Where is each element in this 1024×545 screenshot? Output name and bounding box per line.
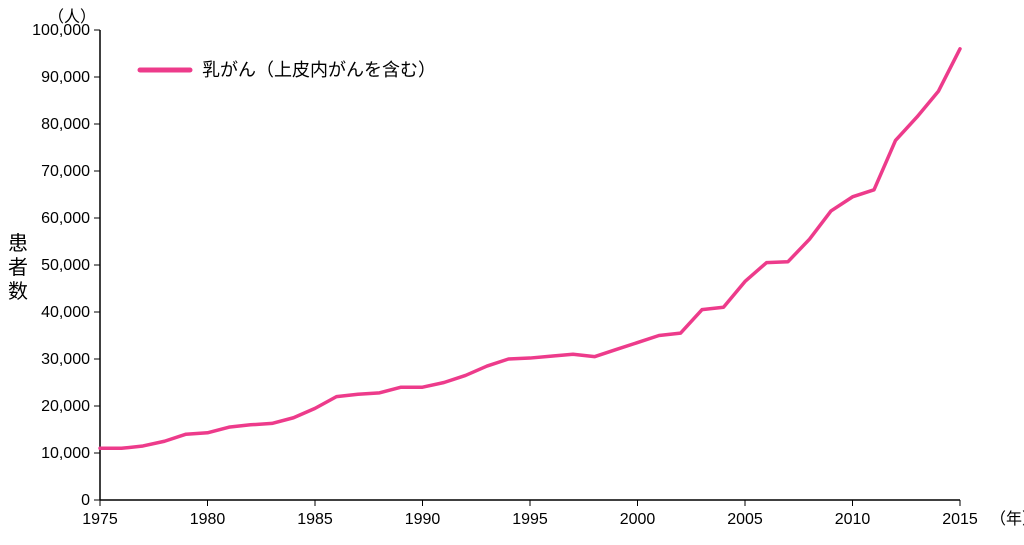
svg-text:数: 数 bbox=[8, 280, 28, 303]
x-tick-label: 1975 bbox=[82, 511, 118, 528]
y-tick-label: 0 bbox=[81, 492, 90, 509]
x-tick-label: 1985 bbox=[297, 511, 333, 528]
y-tick-label: 80,000 bbox=[41, 116, 90, 133]
y-axis-title: 患者数 bbox=[8, 232, 28, 303]
legend-label: 乳がん（上皮内がんを含む） bbox=[202, 60, 436, 80]
x-tick-label: 2010 bbox=[835, 511, 871, 528]
x-tick-label: 1990 bbox=[405, 511, 441, 528]
x-tick-label: 2005 bbox=[727, 511, 763, 528]
x-tick-label: 1980 bbox=[190, 511, 226, 528]
x-unit-label: （年） bbox=[990, 510, 1024, 528]
y-tick-label: 60,000 bbox=[41, 210, 90, 227]
y-unit-label: （人） bbox=[48, 8, 96, 26]
svg-text:患: 患 bbox=[8, 232, 28, 255]
chart-container: 0 10,000 20,000 30,000 40,000 50,000 60,000 70,… bbox=[0, 0, 1024, 545]
x-tick-label: 2000 bbox=[620, 511, 656, 528]
y-tick-label: 20,000 bbox=[41, 398, 90, 415]
y-tick-label: 10,000 bbox=[41, 445, 90, 462]
svg-text:者: 者 bbox=[8, 256, 28, 279]
y-tick-label: 40,000 bbox=[41, 304, 90, 321]
chart-svg: 0 10,000 20,000 30,000 40,000 50,000 60,000 70,… bbox=[0, 0, 1024, 545]
y-tick-label: 90,000 bbox=[41, 69, 90, 86]
x-tick-label: 2015 bbox=[942, 511, 978, 528]
chart-bg bbox=[0, 0, 1024, 545]
y-tick-label: 30,000 bbox=[41, 351, 90, 368]
y-tick-label: 50,000 bbox=[41, 257, 90, 274]
x-tick-label: 1995 bbox=[512, 511, 548, 528]
y-tick-label: 70,000 bbox=[41, 163, 90, 180]
